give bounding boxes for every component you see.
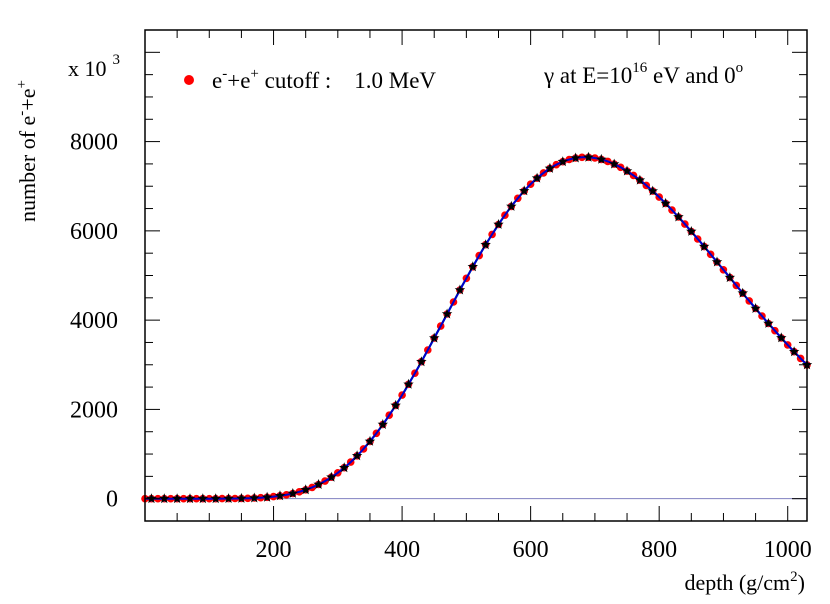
series-star	[750, 303, 761, 313]
series-star	[377, 419, 388, 429]
series-star	[300, 484, 311, 495]
series-star	[609, 158, 620, 169]
x-tick-label: 400	[384, 537, 420, 563]
series-star	[506, 200, 517, 211]
series-star	[621, 165, 633, 176]
tick-labels: 200 400 600 800 1000 0 2000 4000 6000 8000	[70, 130, 812, 563]
y-axis-title: number of e-+e+	[14, 80, 40, 222]
series-star	[634, 174, 646, 185]
series-star	[236, 492, 247, 503]
series-star	[403, 378, 414, 389]
x-tick-label: 1000	[764, 537, 812, 563]
series-star	[763, 318, 774, 328]
series-star	[570, 152, 581, 163]
y-tick-label: 2000	[70, 397, 118, 423]
series-star	[776, 332, 787, 343]
series-star	[159, 493, 170, 504]
series-star	[596, 153, 607, 164]
series-star	[441, 308, 453, 319]
series-star	[480, 239, 491, 250]
legend: e-+e+ cutoff : 1.0 MeV	[184, 66, 436, 93]
series-star	[416, 356, 427, 367]
series-star	[686, 226, 697, 236]
series-star	[493, 219, 504, 229]
series-star	[660, 197, 671, 208]
series-star	[557, 156, 568, 167]
plot-border	[144, 29, 808, 522]
series-star	[519, 185, 530, 196]
series-star	[737, 287, 748, 298]
series-star	[544, 162, 556, 173]
series-line-1	[145, 156, 808, 500]
series-star	[724, 272, 736, 283]
series-star	[788, 346, 800, 357]
series-star	[673, 211, 684, 222]
y-tick-label: 4000	[70, 308, 118, 334]
series-star	[531, 172, 543, 183]
series-star	[467, 261, 478, 272]
x-tick-label: 200	[256, 537, 292, 563]
y-axis-multiplier: x 10 3	[68, 52, 120, 81]
series-line-4	[145, 156, 808, 500]
series-star	[429, 332, 440, 343]
series-star	[351, 450, 363, 461]
y-tick-label: 6000	[70, 219, 118, 245]
series-star	[698, 241, 710, 251]
series-star	[171, 493, 183, 504]
legend-marker	[184, 75, 194, 85]
plot-frame	[144, 29, 808, 522]
chart-title: γ at E=1016 eV and 0o	[543, 60, 743, 88]
series-star	[647, 185, 658, 196]
series-layer	[141, 151, 813, 504]
series-star	[313, 479, 324, 489]
series-star	[364, 435, 376, 446]
x-tick-label: 600	[513, 537, 549, 563]
series-star	[711, 256, 723, 267]
series-star	[184, 493, 196, 504]
legend-label: e-+e+ cutoff : 1.0 MeV	[212, 66, 436, 93]
series-star	[274, 490, 286, 501]
axis-ticks	[145, 30, 807, 521]
y-tick-label: 0	[106, 487, 118, 513]
series-star	[146, 493, 157, 504]
series-star	[326, 471, 337, 482]
series-star	[210, 493, 221, 504]
series-star	[390, 399, 401, 410]
series-star	[249, 492, 260, 503]
series-line-0	[145, 156, 808, 500]
series-star	[197, 493, 209, 504]
series-star	[223, 493, 234, 503]
series-star	[583, 151, 594, 162]
series-star	[261, 491, 273, 502]
y-tick-label: 8000	[70, 130, 118, 156]
series-star	[287, 488, 299, 498]
series-star	[454, 284, 466, 295]
series-star	[339, 462, 350, 473]
x-axis-title: depth (g/cm2)	[684, 569, 805, 595]
x-tick-label: 800	[641, 537, 677, 563]
